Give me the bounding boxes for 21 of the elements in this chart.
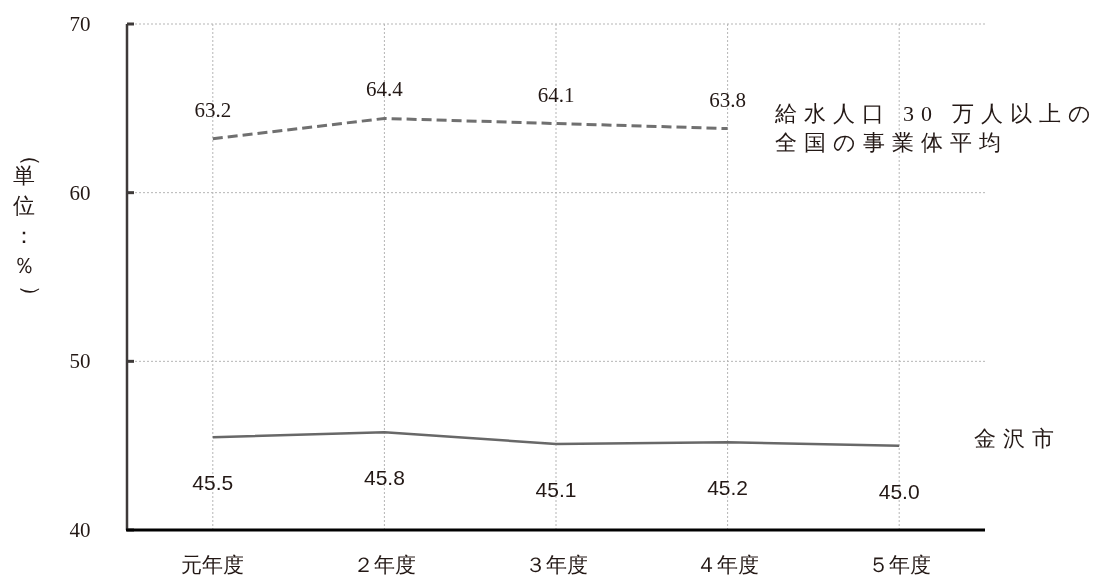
ytick: 60 — [69, 180, 91, 205]
ytick: 50 — [69, 349, 91, 374]
xtick: ５年度 — [867, 553, 931, 577]
ylabel: （単位：％） — [13, 143, 44, 308]
data-label: 45.2 — [707, 476, 749, 500]
xtick: ４年度 — [696, 553, 760, 577]
data-label: 63.2 — [194, 97, 232, 122]
xtick: 元年度 — [181, 553, 245, 577]
xtick: ３年度 — [524, 553, 588, 577]
data-label: 63.8 — [709, 87, 746, 112]
data-label: 64.4 — [366, 77, 403, 102]
ytick: 40 — [69, 518, 91, 542]
data-label: 45.0 — [878, 479, 920, 503]
data-label: 45.8 — [363, 466, 405, 490]
series-name: 金沢市 — [974, 425, 1062, 451]
data-label: 64.1 — [537, 82, 575, 107]
ytick: 70 — [69, 12, 91, 36]
series-name: 給水人口 30 万人以上の全国の事業体平均 — [774, 101, 1098, 156]
data-label: 45.1 — [535, 478, 577, 501]
data-label: 45.5 — [192, 471, 234, 495]
xtick: ２年度 — [352, 553, 416, 577]
